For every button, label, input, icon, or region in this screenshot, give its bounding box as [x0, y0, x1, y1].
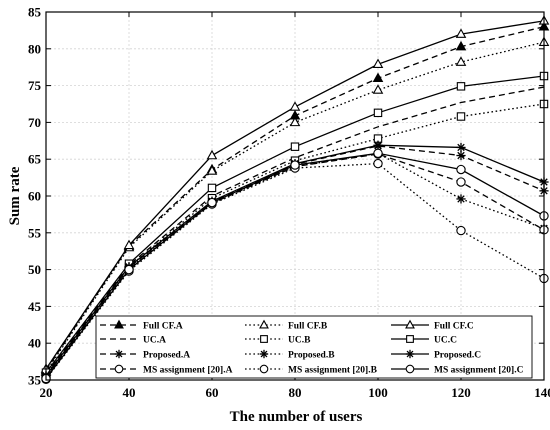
x-tick-label: 20	[40, 385, 53, 400]
data-point-full-cf-c-5	[455, 28, 467, 38]
legend-marker-proposed-b	[259, 349, 269, 359]
legend: Full CF.A Full CF.B Full CF.C UC.A UC.B UC.C P…	[95, 315, 533, 379]
data-point-proposed-a-5	[456, 150, 466, 161]
legend-entry-full-cf-a: Full CF.A	[100, 319, 183, 332]
legend-marker-full-cf-b	[259, 319, 269, 329]
data-point-uc-c-4	[373, 108, 383, 118]
data-point-full-cf-a-4	[372, 72, 384, 83]
legend-marker-uc-b	[260, 335, 268, 343]
y-tick-label: 80	[28, 41, 41, 56]
data-point-uc-c-2	[207, 183, 217, 193]
legend-entry-uc-c: UC.C	[391, 335, 457, 346]
legend-marker-proposed-a-stroke	[115, 350, 123, 358]
legend-entry-uc-b: UC.B	[245, 335, 311, 346]
legend-marker-proposed-c-stroke	[406, 350, 414, 358]
data-point-proposed-b-5-stroke	[457, 195, 465, 203]
legend-label-full-cf-a: Full CF.A	[143, 322, 183, 332]
data-point-ms-assignment-20-c-3	[290, 160, 300, 170]
data-point-ms-assignment-20-c-1	[124, 264, 134, 275]
x-tick-label: 40	[123, 385, 136, 400]
legend-marker-ms-assignment-20-b	[259, 364, 269, 374]
data-point-full-cf-a-5	[455, 40, 467, 51]
x-tick-label: 100	[368, 385, 388, 400]
legend-marker-full-cf-a	[114, 319, 124, 329]
data-point-full-cf-c-3	[289, 101, 301, 111]
legend-entry-proposed-b: Proposed.B	[245, 349, 335, 361]
data-point-ms-assignment-20-a-5	[456, 177, 466, 187]
y-tick-label: 50	[28, 262, 41, 277]
legend-label-ms-assignment-20-b: MS assignment [20].B	[288, 366, 378, 376]
legend-marker-proposed-c	[405, 349, 415, 359]
y-tick-label: 40	[28, 336, 41, 351]
y-tick-label: 75	[28, 78, 42, 93]
x-tick-label: 120	[451, 385, 471, 400]
legend-marker-proposed-a	[114, 349, 124, 359]
series-layer	[40, 15, 550, 384]
legend-entry-ms-assignment-20-b: MS assignment [20].B	[245, 364, 378, 376]
data-point-ms-assignment-20-c-5	[456, 164, 466, 175]
y-axis-title: Sum rate	[7, 166, 23, 225]
axes: 20 40 60 80 100 120 140 35 40 45 50 55 60 65 70 75 80 85	[28, 5, 550, 401]
data-point-full-cf-c-2	[206, 149, 218, 160]
legend-entry-uc-a: UC.A	[100, 336, 166, 346]
legend-label-full-cf-c: Full CF.C	[434, 322, 474, 332]
legend-marker-full-cf-c	[405, 319, 415, 329]
x-axis-title: The number of users	[230, 409, 363, 425]
data-point-proposed-c-4-stroke	[374, 141, 382, 149]
x-tick-label: 140	[534, 385, 550, 400]
legend-label-ms-assignment-20-a: MS assignment [20].A	[143, 366, 233, 376]
data-point-full-cf-b-3	[289, 116, 301, 127]
legend-label-uc-b: UC.B	[288, 336, 311, 346]
data-point-full-cf-c-4	[372, 58, 384, 69]
legend-entry-proposed-a: Proposed.A	[100, 349, 190, 361]
y-tick-label: 55	[28, 225, 42, 240]
data-point-proposed-c-4	[373, 140, 383, 150]
legend-label-full-cf-b: Full CF.B	[288, 322, 328, 332]
data-point-proposed-a-5-stroke	[457, 151, 465, 160]
series-uc-a	[45, 86, 545, 375]
legend-entry-full-cf-c: Full CF.C	[391, 319, 474, 332]
legend-entry-ms-assignment-20-a: MS assignment [20].A	[100, 364, 233, 376]
legend-marker-proposed-b-stroke	[260, 350, 268, 358]
data-point-ms-assignment-20-b-5	[456, 225, 466, 236]
legend-label-proposed-c: Proposed.C	[434, 351, 481, 361]
legend-label-uc-c: UC.C	[434, 336, 457, 346]
legend-entry-proposed-c: Proposed.C	[391, 349, 481, 361]
series-ms-assignment-20-c	[41, 148, 549, 384]
data-point-uc-c-3	[290, 142, 300, 151]
legend-marker-uc-c	[406, 335, 414, 343]
y-tick-label: 60	[28, 189, 41, 204]
legend-label-proposed-a: Proposed.A	[143, 351, 190, 361]
data-point-full-cf-b-4	[372, 84, 384, 94]
legend-entry-full-cf-b: Full CF.B	[245, 319, 328, 332]
legend-entry-ms-assignment-20-c: MS assignment [20].C	[391, 364, 524, 376]
data-point-uc-b-5	[456, 112, 466, 121]
legend-label-ms-assignment-20-c: MS assignment [20].C	[434, 366, 524, 376]
legend-marker-ms-assignment-20-c	[405, 364, 415, 374]
data-point-full-cf-b-2	[206, 165, 218, 175]
data-point-ms-assignment-20-c-4	[373, 148, 383, 159]
data-point-proposed-c-5-stroke	[457, 143, 465, 152]
data-point-proposed-c-5	[456, 142, 466, 153]
legend-box	[95, 315, 533, 379]
data-point-full-cf-b-5	[455, 56, 467, 66]
legend-label-proposed-b: Proposed.B	[288, 351, 335, 361]
x-tick-label: 80	[289, 385, 302, 400]
data-point-uc-c-5	[456, 82, 466, 91]
y-tick-label: 35	[28, 373, 42, 388]
y-tick-label: 70	[28, 115, 41, 130]
series-line-uc-a	[45, 86, 545, 375]
data-point-full-cf-c-1	[123, 239, 135, 250]
data-point-proposed-b-5	[456, 194, 466, 204]
y-tick-label: 45	[28, 299, 42, 314]
y-tick-label: 85	[28, 5, 42, 20]
legend-label-uc-a: UC.A	[143, 336, 166, 346]
x-tick-label: 60	[206, 385, 219, 400]
legend-marker-ms-assignment-20-a	[114, 364, 124, 374]
y-tick-label: 65	[28, 152, 42, 167]
data-point-ms-assignment-20-b-4	[373, 158, 383, 169]
data-point-ms-assignment-20-c-2	[207, 197, 217, 208]
